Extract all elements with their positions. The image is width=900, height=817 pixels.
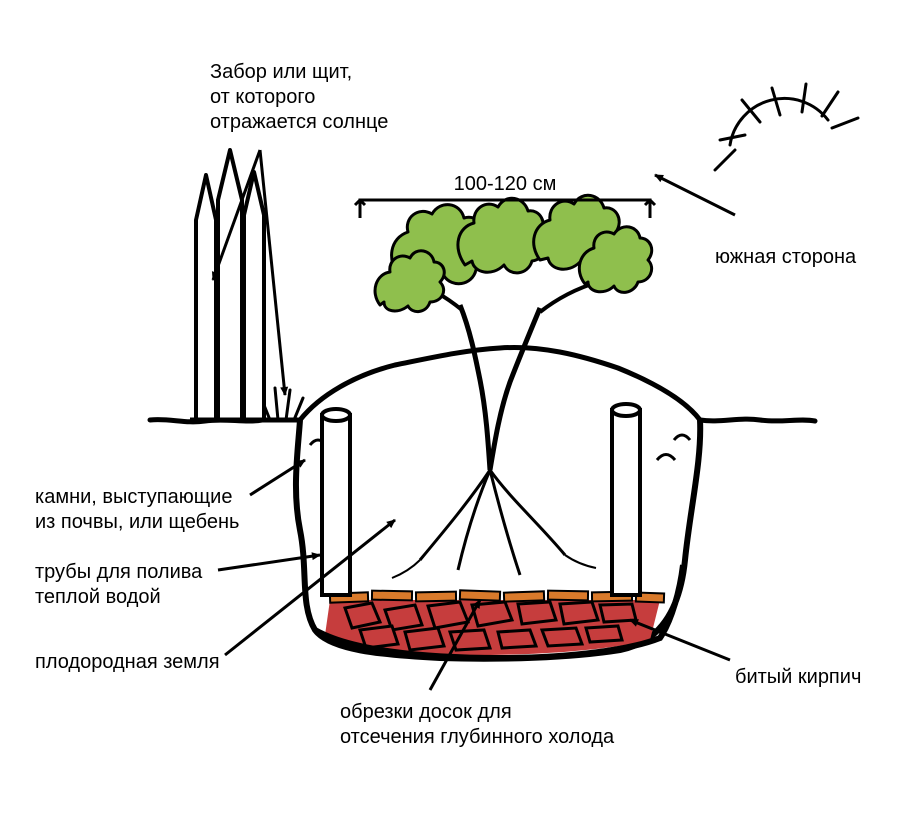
south-arrow: [655, 175, 735, 215]
brick-label: битый кирпич: [735, 665, 861, 690]
fence: [190, 150, 270, 420]
pipes-label: трубы для полива теплой водой: [35, 560, 202, 610]
fertile-label: плодородная земля: [35, 650, 220, 675]
sun-icon: [715, 84, 858, 170]
dimension-label: 100-120 см: [454, 173, 557, 195]
ground-line-right: [700, 419, 815, 421]
fence-label: Забор или щит, от которого отражается со…: [210, 60, 388, 135]
pipe-right: [612, 404, 640, 595]
leaves: [375, 195, 652, 311]
plant: [392, 278, 598, 578]
boards-label: обрезки досок для отсечения глубинного х…: [340, 700, 614, 750]
stones-label: камни, выступающие из почвы, или щебень: [35, 485, 239, 535]
grass-left: [260, 388, 303, 420]
south-label: южная сторона: [715, 245, 856, 270]
